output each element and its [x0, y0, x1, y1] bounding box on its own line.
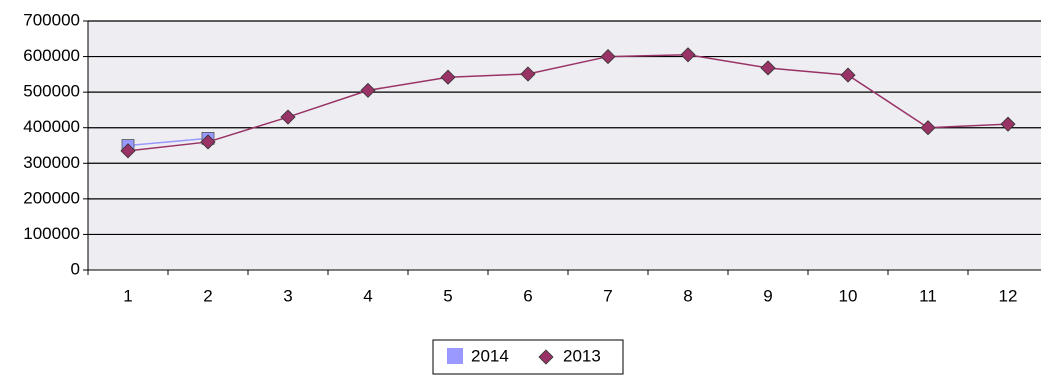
marker: [760, 60, 776, 76]
series-line: [127, 54, 1009, 152]
marker: [1000, 116, 1016, 132]
marker: [360, 82, 376, 98]
y-tick-label: 600000: [23, 46, 80, 65]
legend-box: [432, 339, 624, 375]
marker: [680, 47, 696, 63]
marker: [200, 134, 216, 150]
marker: [920, 120, 936, 136]
x-tick-label: 2: [203, 286, 212, 305]
legend-item: 2013: [538, 346, 601, 365]
legend-label: 2013: [563, 346, 601, 365]
x-tick-label: 7: [603, 286, 612, 305]
x-tick-label: 11: [919, 286, 937, 305]
x-tick-label: 1: [123, 286, 132, 305]
x-tick-label: 4: [363, 286, 372, 305]
x-tick-label: 8: [683, 286, 692, 305]
x-tick-label: 6: [523, 286, 532, 305]
marker: [447, 348, 463, 364]
marker: [520, 66, 536, 82]
x-tick-label: 9: [763, 286, 772, 305]
y-tick-label: 700000: [23, 10, 80, 29]
x-tick-label: 3: [283, 286, 292, 305]
legend-label: 2014: [471, 346, 509, 365]
y-tick-label: 500000: [23, 82, 80, 101]
marker: [440, 69, 456, 85]
y-tick-label: 200000: [23, 188, 80, 207]
plot-area: [88, 21, 1041, 270]
marker: [120, 143, 136, 159]
x-tick-label: 10: [839, 286, 858, 305]
x-tick-label: 5: [443, 286, 452, 305]
legend: 2014 2013: [432, 339, 624, 375]
y-tick-label: 400000: [23, 117, 80, 136]
y-tick-label: 100000: [23, 224, 80, 243]
y-tick-label: 0: [71, 259, 80, 278]
marker: [538, 349, 554, 365]
marker: [840, 67, 856, 83]
marker: [600, 49, 616, 65]
legend-item: 2014: [447, 346, 509, 365]
x-tick-label: 12: [999, 286, 1018, 305]
series-line: [127, 137, 209, 147]
y-tick-label: 300000: [23, 153, 80, 172]
marker: [280, 109, 296, 125]
